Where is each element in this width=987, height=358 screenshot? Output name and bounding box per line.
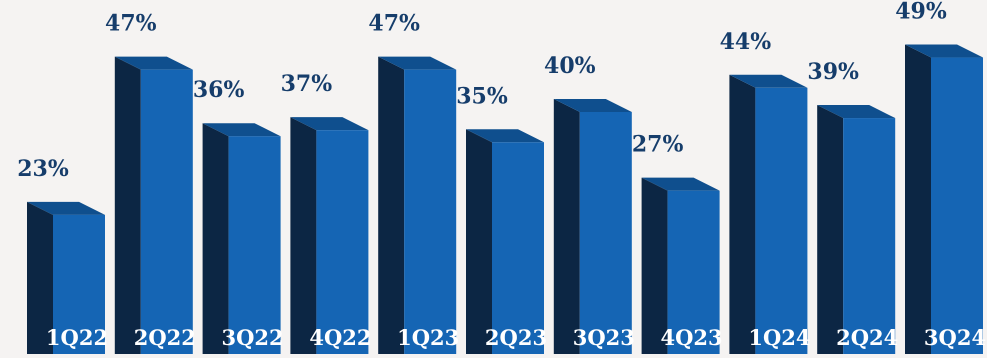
bar-top-face bbox=[378, 56, 457, 70]
category-label: 1Q22 bbox=[46, 325, 108, 350]
bar-3Q22 bbox=[202, 123, 281, 354]
bar-top-face bbox=[27, 201, 105, 215]
bar-top-face bbox=[290, 117, 369, 131]
value-label: 27% bbox=[632, 132, 684, 158]
bar-top-face bbox=[905, 44, 983, 58]
bar-top-face bbox=[466, 129, 544, 143]
bar-side-face bbox=[641, 177, 668, 354]
category-label: 3Q23 bbox=[573, 325, 635, 350]
bar-1Q22 bbox=[27, 201, 105, 354]
bar-front-face bbox=[492, 142, 544, 354]
value-label: 39% bbox=[807, 59, 859, 85]
bar-front-face bbox=[316, 130, 369, 354]
bar-top-face bbox=[729, 74, 808, 88]
category-label: 4Q22 bbox=[309, 325, 371, 350]
bar-side-face bbox=[905, 44, 931, 355]
bar-side-face bbox=[466, 129, 492, 354]
bar-4Q22 bbox=[290, 117, 369, 355]
bar-side-face bbox=[378, 56, 405, 355]
bar-front-face bbox=[228, 136, 281, 354]
value-label: 40% bbox=[544, 53, 596, 79]
bar-top-face bbox=[817, 105, 896, 119]
value-label: 23% bbox=[17, 156, 69, 182]
bar-front-face bbox=[931, 57, 983, 355]
bar-2Q23 bbox=[466, 129, 544, 354]
bar-front-face bbox=[667, 190, 720, 354]
value-label: 49% bbox=[895, 0, 947, 25]
bar-side-face bbox=[553, 99, 580, 354]
value-label: 36% bbox=[193, 77, 245, 103]
category-label: 2Q24 bbox=[836, 325, 898, 350]
category-label: 1Q23 bbox=[397, 325, 459, 350]
category-label: 4Q23 bbox=[661, 325, 723, 350]
bar-1Q24 bbox=[729, 74, 808, 355]
bar-side-face bbox=[27, 201, 53, 354]
value-label: 37% bbox=[281, 71, 333, 97]
bar-top-face bbox=[553, 99, 632, 112]
bar-front-face bbox=[579, 112, 632, 354]
value-label: 44% bbox=[720, 29, 772, 55]
value-label: 47% bbox=[105, 11, 157, 37]
bar-front-face bbox=[53, 214, 105, 354]
bar-side-face bbox=[114, 56, 141, 355]
bar-2Q24 bbox=[817, 105, 896, 354]
bar-side-face bbox=[290, 117, 317, 355]
bar-side-face bbox=[729, 74, 756, 355]
bar-2Q22 bbox=[114, 56, 193, 355]
bar-3Q24 bbox=[905, 44, 983, 355]
bar-front-face bbox=[843, 118, 896, 354]
category-label: 2Q22 bbox=[134, 325, 196, 350]
bar-top-face bbox=[202, 123, 281, 137]
category-label: 2Q23 bbox=[485, 325, 547, 350]
bar-4Q23 bbox=[641, 177, 720, 354]
bars-layer bbox=[27, 44, 983, 355]
value-label: 47% bbox=[368, 11, 420, 37]
labels-layer: 23% 1Q22 47% 2Q22 36% 3Q22 37% 4Q22 47% 1Q23 35% 2Q… bbox=[17, 0, 986, 350]
bar-1Q23 bbox=[378, 56, 457, 355]
bar-side-face bbox=[817, 105, 844, 354]
bar-3Q23 bbox=[553, 99, 632, 354]
category-label: 3Q22 bbox=[222, 325, 284, 350]
bar-top-face bbox=[641, 177, 720, 191]
bar-top-face bbox=[114, 56, 193, 70]
bar-front-face bbox=[140, 69, 193, 355]
value-label: 35% bbox=[456, 83, 508, 109]
category-label: 3Q24 bbox=[924, 325, 986, 350]
category-label: 1Q24 bbox=[748, 325, 810, 350]
bar-front-face bbox=[404, 69, 457, 355]
bar-front-face bbox=[755, 87, 808, 355]
bar-side-face bbox=[202, 123, 229, 354]
